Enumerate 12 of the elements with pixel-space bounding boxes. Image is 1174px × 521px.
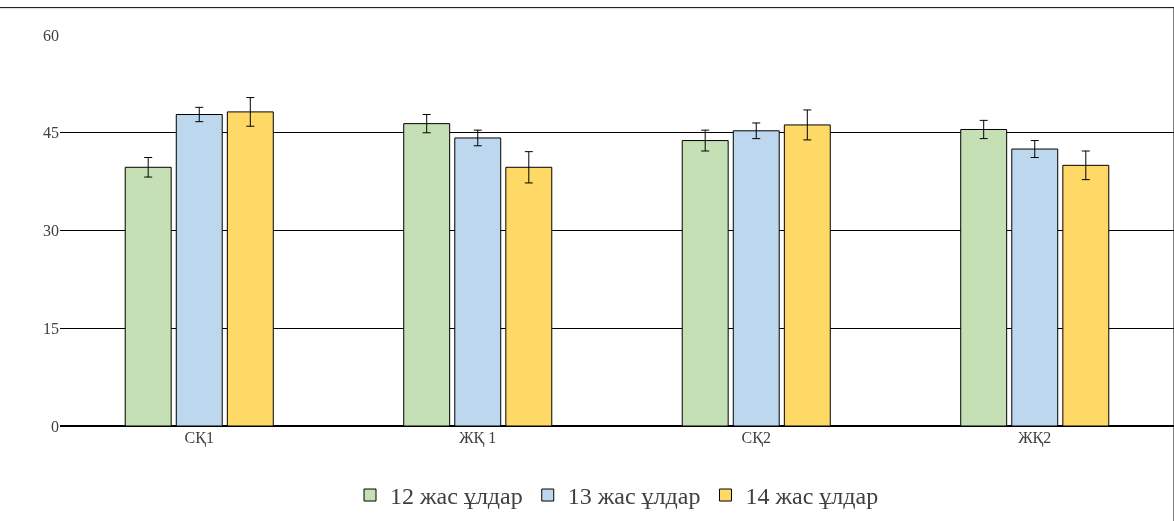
y-tick-label: 15: [43, 319, 59, 337]
legend-label: 14 жас ұлдар: [745, 483, 879, 510]
legend-label: 12 жас ұлдар: [390, 483, 523, 510]
y-tick-label: 45: [43, 124, 59, 142]
x-tick-label: ЖҚ2: [1018, 429, 1052, 447]
x-tick-label: СҚ2: [741, 429, 771, 447]
y-tick-label: 60: [43, 26, 59, 44]
y-tick-label: 30: [43, 222, 59, 240]
x-tick-label: СҚ1: [184, 429, 214, 447]
legend-label: 13 жас ұлдар: [567, 483, 701, 510]
x-tick-label: ЖҚ 1: [459, 429, 497, 447]
y-tick-label: 0: [51, 417, 59, 435]
